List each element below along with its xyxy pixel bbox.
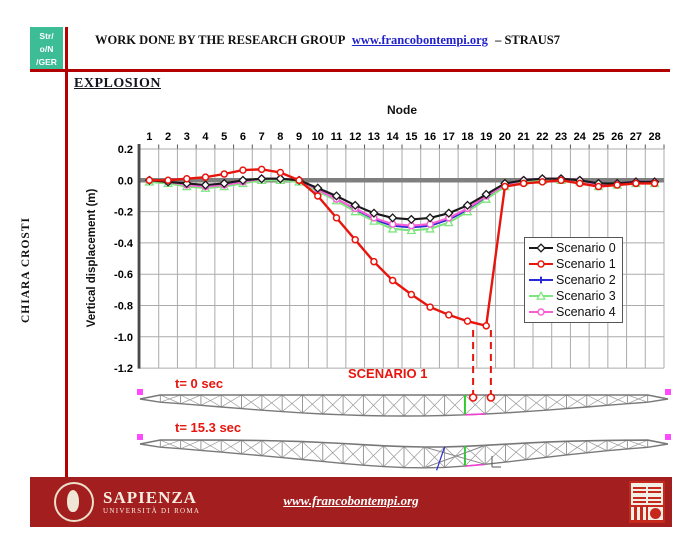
legend-item: Scenario 3 — [528, 288, 616, 304]
university-name: SAPIENZA — [103, 487, 197, 507]
stamp-monogram — [631, 507, 663, 520]
x-tick-label: 23 — [555, 131, 567, 143]
x-tick-label: 28 — [649, 131, 661, 143]
x-tick-label: 11 — [331, 131, 343, 143]
series-scenario-1 — [145, 165, 659, 330]
legend-item: Scenario 1 — [528, 256, 616, 272]
legend-label: Scenario 1 — [556, 257, 616, 271]
y-tick-label: -1.2 — [114, 363, 133, 375]
footer-band: SAPIENZA UNIVERSITÀ DI ROMA www.francobo… — [30, 477, 672, 527]
x-tick-label: 2 — [165, 131, 171, 143]
x-tick-label: 1 — [146, 131, 152, 143]
x-axis-title: Node — [387, 103, 417, 117]
sapienza-seal-icon — [54, 482, 94, 522]
x-tick-label: 15 — [405, 131, 417, 143]
header-title-text: WORK DONE BY THE RESEARCH GROUP — [95, 33, 345, 47]
legend-marker-icon — [529, 276, 553, 284]
x-tick-label: 9 — [296, 131, 302, 143]
footer-link[interactable]: www.francobontempi.org — [283, 493, 419, 508]
scenario-label: SCENARIO 1 — [348, 366, 427, 381]
x-tick-label: 16 — [424, 131, 436, 143]
legend-marker-icon — [529, 308, 553, 316]
scenario-annotation — [468, 330, 496, 402]
header-suffix: – STRAUS7 — [495, 33, 561, 47]
y-tick-label: -0.6 — [114, 269, 133, 281]
stamp-seal-pattern — [631, 483, 663, 505]
x-tick-labels: 1 2 3 4 5 6 7 8 9 10 11 12 13 14 15 16 17 18 19 20 21 22 23 24 2… — [146, 131, 660, 143]
x-tick-label: 22 — [536, 131, 548, 143]
sapienza-wordmark: SAPIENZA UNIVERSITÀ DI ROMA — [103, 487, 201, 515]
section-title: EXPLOSION — [74, 76, 161, 91]
y-tick-labels: 0.2 0.0 -0.2 -0.4 -0.6 -0.8 -1.0 -1.2 — [114, 144, 134, 375]
x-tick-label: 5 — [221, 131, 227, 143]
logo-line: o/N — [39, 43, 54, 54]
y-tick-label: -0.8 — [114, 301, 133, 313]
legend-label: Scenario 4 — [556, 305, 616, 319]
x-tick-label: 7 — [259, 131, 265, 143]
author-name: CHIARA CROSTI — [20, 217, 32, 323]
x-tick-label: 26 — [611, 131, 623, 143]
legend-item: Scenario 0 — [528, 240, 616, 256]
x-tick-label: 24 — [574, 131, 587, 143]
legend-marker-icon — [529, 290, 553, 300]
x-tick-label: 20 — [499, 131, 511, 143]
x-tick-label: 13 — [368, 131, 380, 143]
legend-label: Scenario 3 — [556, 289, 616, 303]
logo-line: /GER — [36, 57, 57, 68]
y-tick-label: -1.0 — [114, 332, 133, 344]
legend-item: Scenario 2 — [528, 272, 616, 288]
x-tick-label: 14 — [387, 131, 400, 143]
x-tick-label: 12 — [349, 131, 361, 143]
x-tick-label: 25 — [592, 131, 604, 143]
truss-time153-label: t= 15.3 sec — [175, 420, 241, 435]
stronger-group-logo: Str/ o/N /GER — [30, 27, 63, 71]
x-tick-label: 3 — [184, 131, 190, 143]
x-tick-label: 4 — [202, 131, 209, 143]
x-tick-label: 8 — [277, 131, 283, 143]
logo-line: Str/ — [39, 30, 54, 41]
legend-label: Scenario 2 — [556, 273, 616, 287]
truss-time0-label: t= 0 sec — [175, 376, 223, 391]
x-tick-label: 10 — [312, 131, 324, 143]
x-tick-label: 6 — [240, 131, 246, 143]
x-tick-label: 21 — [518, 131, 530, 143]
horizontal-rule — [30, 69, 670, 72]
y-tick-label: 0.2 — [118, 144, 133, 156]
x-tick-label: 17 — [443, 131, 455, 143]
header-link[interactable]: www.francobontempi.org — [351, 33, 488, 47]
chart-legend: Scenario 0 Scenario 1 Scenario 2 Scenario 3… — [524, 237, 623, 323]
y-axis-title: Vertical displacement (m) — [86, 188, 98, 327]
legend-marker-icon — [529, 260, 553, 268]
y-tick-label: 0.0 — [118, 175, 133, 187]
fb-stamp-icon — [629, 481, 665, 523]
header-title: WORK DONE BY THE RESEARCH GROUP www.fran… — [95, 33, 560, 48]
chart-series — [144, 165, 660, 330]
x-tick-label: 19 — [480, 131, 492, 143]
x-tick-label: 18 — [461, 131, 473, 143]
legend-label: Scenario 0 — [556, 241, 616, 255]
university-subtitle: UNIVERSITÀ DI ROMA — [103, 506, 201, 515]
truss-diagrams — [137, 389, 671, 471]
vertical-rule — [65, 27, 68, 477]
y-tick-label: -0.4 — [114, 238, 134, 250]
legend-marker-icon — [529, 243, 553, 253]
y-tick-label: -0.2 — [114, 207, 133, 219]
x-tick-label: 27 — [630, 131, 642, 143]
legend-item: Scenario 4 — [528, 304, 616, 320]
